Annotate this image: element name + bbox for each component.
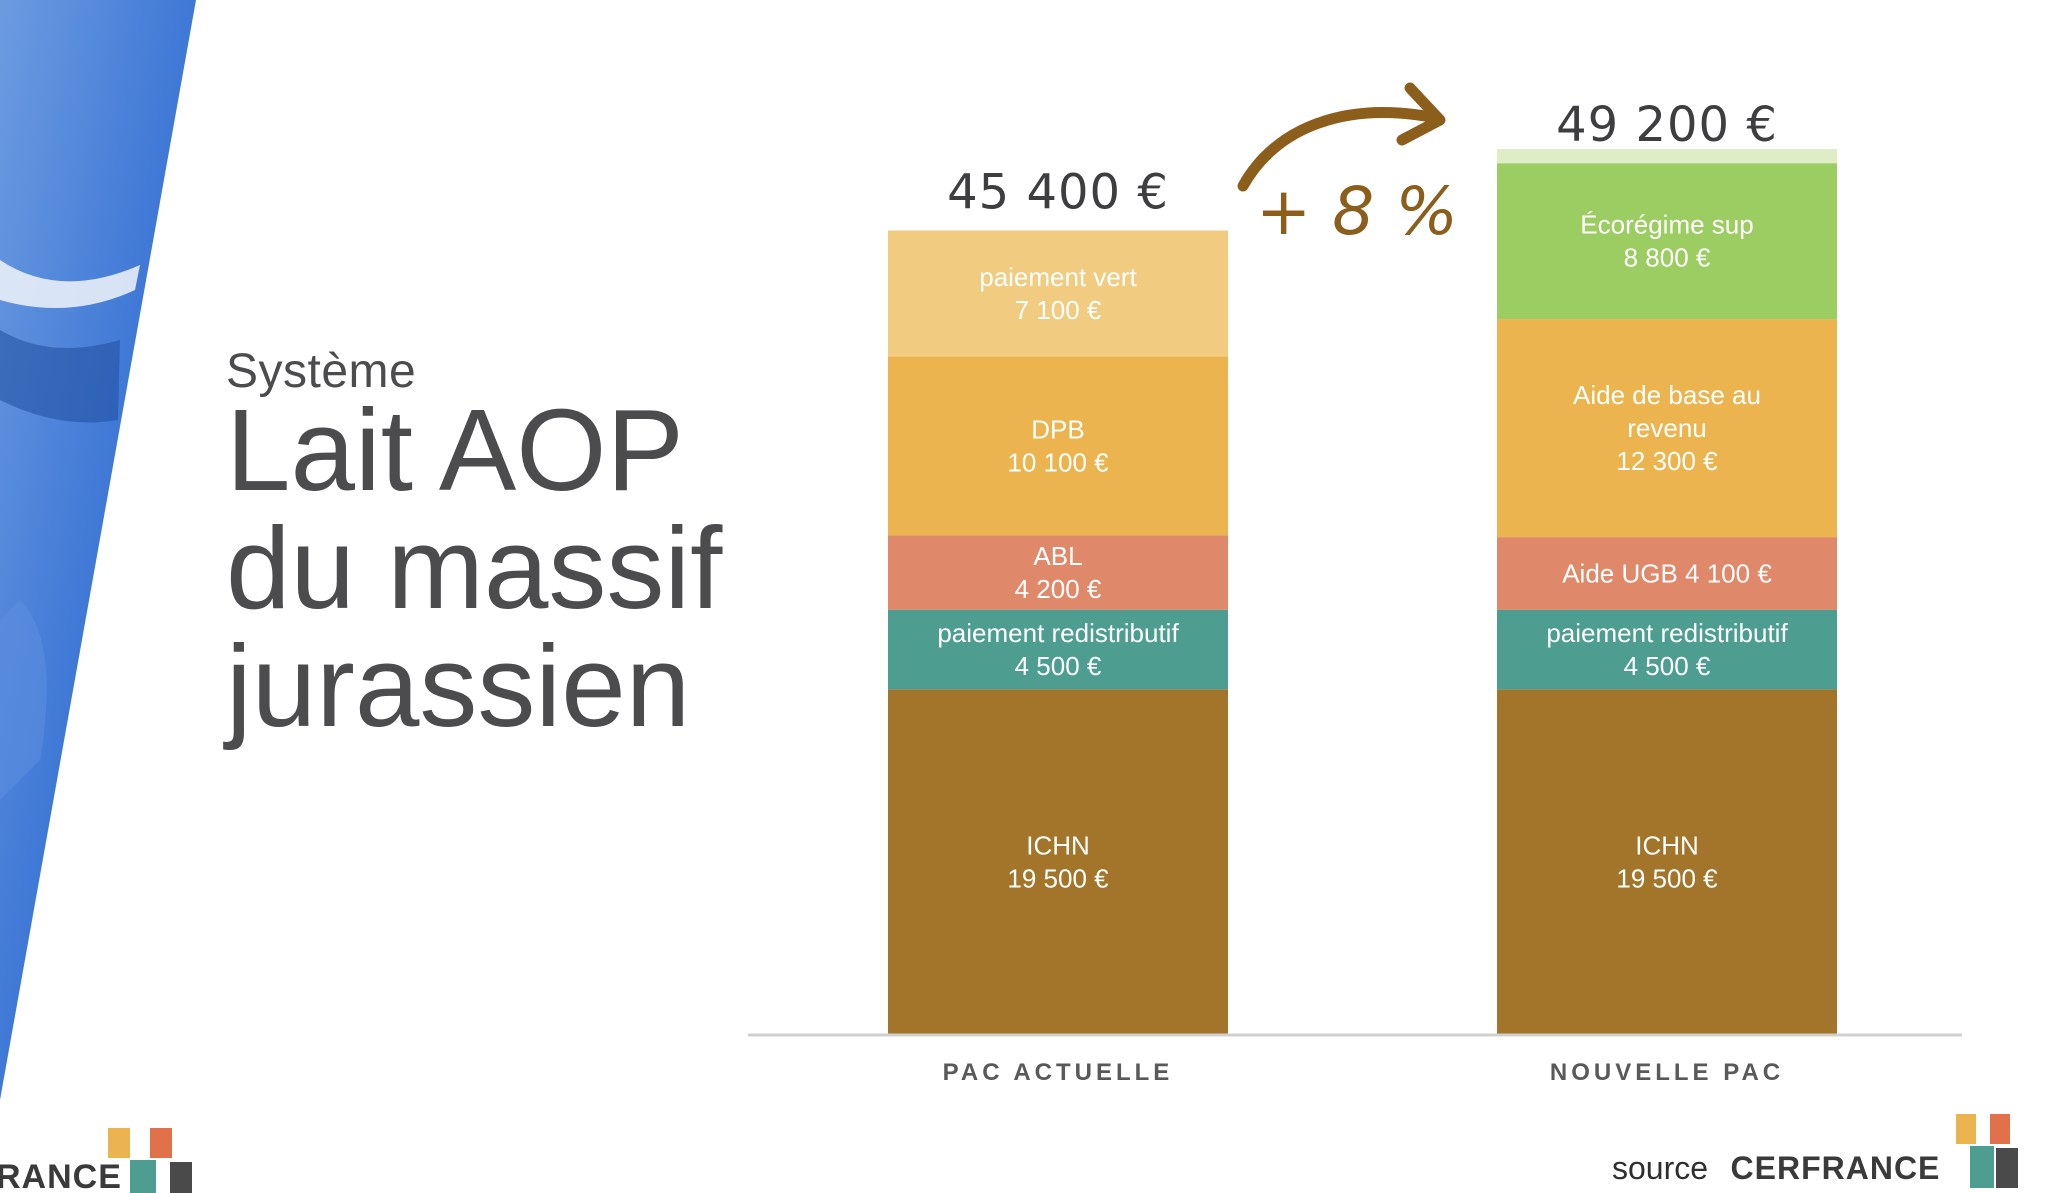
segment-label-line: Écorégime sup (1580, 210, 1753, 240)
segment-label-line: 19 500 € (1616, 864, 1718, 894)
segment-label: paiement redistributif 4 500 € (937, 618, 1179, 681)
main-title-line-1: Lait AOP (226, 385, 684, 515)
bar-segment (888, 689, 1228, 1035)
segment-label-line: 4 500 € (1015, 651, 1102, 681)
segment-label: paiement vert 7 100 € (979, 262, 1137, 325)
source-brand: CERFRANCE (1730, 1150, 1941, 1186)
bar-segment (888, 230, 1228, 357)
segment-label-line: paiement redistributif (937, 618, 1179, 648)
bar-total-label: 45 400 € (947, 165, 1169, 221)
main-title: Lait AOP du massif jurassien (226, 391, 722, 745)
segment-label-line: paiement redistributif (1546, 618, 1788, 648)
bars-layer (888, 149, 1837, 1035)
main-title-line-3: jurassien (226, 621, 691, 751)
segment-label: Aide de base au revenu 12 300 € (1573, 380, 1761, 476)
segment-label-line: 4 500 € (1624, 651, 1711, 681)
bar-segment (888, 356, 1228, 536)
segment-label: Aide UGB 4 100 € (1562, 558, 1772, 588)
segment-label-line: ICHN (1635, 831, 1699, 861)
segment-label-line: 8 800 € (1624, 243, 1711, 273)
bar-total-label: 49 200 € (1556, 97, 1778, 153)
labels-layer: ICHN 19 500 €paiement redistributif 4 500 … (937, 97, 1788, 1086)
main-title-line-2: du massif (226, 503, 723, 633)
bar-segment (888, 535, 1228, 610)
source-credit: source CERFRANCE (1612, 1150, 1940, 1187)
bar-segment (1497, 689, 1837, 1035)
segment-label-line: paiement vert (979, 262, 1137, 292)
segment-label-line: 12 300 € (1616, 446, 1718, 476)
source-word: source (1612, 1150, 1709, 1186)
cerfrance-logo-left (108, 1128, 192, 1193)
segment-label-line: 4 200 € (1015, 574, 1102, 604)
segment-label-line: 7 100 € (1015, 295, 1102, 325)
segment-label-line: ABL (1033, 541, 1082, 571)
category-label: PAC ACTUELLE (943, 1059, 1174, 1086)
bar-segment (1497, 319, 1837, 538)
segment-label-line: DPB (1031, 414, 1084, 444)
bar-segment (888, 609, 1228, 690)
segment-label-line: Aide de base au (1573, 380, 1761, 410)
segment-label: ABL 4 200 € (1015, 541, 1102, 604)
increase-annotation: + 8 % (1256, 173, 1458, 250)
segment-label: ICHN 19 500 € (1007, 831, 1109, 894)
left-logo-text: RANCE (0, 1158, 122, 1193)
increase-arrow-head (1396, 82, 1446, 146)
segment-label-line: 10 100 € (1007, 447, 1109, 477)
segment-label-line: ICHN (1026, 831, 1090, 861)
cerfrance-logo-right (1956, 1114, 2018, 1188)
segment-label-line: Aide UGB 4 100 € (1562, 558, 1772, 588)
increase-arrow (1237, 107, 1442, 192)
segment-label-line: 19 500 € (1007, 864, 1109, 894)
bar-segment (1497, 609, 1837, 690)
subtitle: Système (226, 345, 417, 398)
bar-segment (1497, 149, 1837, 164)
category-label: NOUVELLE PAC (1550, 1059, 1784, 1086)
segment-label-line: revenu (1627, 413, 1707, 443)
segment-label: DPB 10 100 € (1007, 414, 1109, 477)
segment-label: Écorégime sup 8 800 € (1580, 210, 1753, 273)
segment-label: paiement redistributif 4 500 € (1546, 618, 1788, 681)
title-block: Système Lait AOP du massif jurassien (226, 345, 722, 745)
bar-segment (1497, 537, 1837, 610)
bar-segment (1497, 163, 1837, 320)
segment-label: ICHN 19 500 € (1616, 831, 1718, 894)
side-photo (0, 0, 196, 1100)
